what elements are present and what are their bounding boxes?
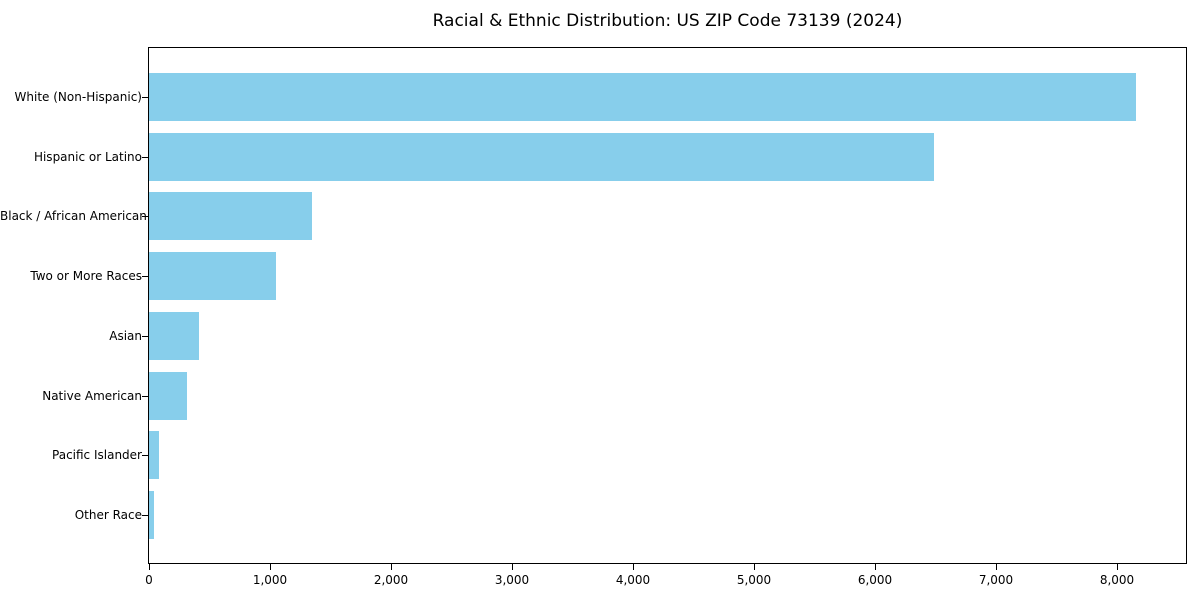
chart-title: Racial & Ethnic Distribution: US ZIP Cod… (432, 11, 903, 31)
bar-other-race (149, 490, 155, 539)
y-axis-tick (142, 455, 148, 457)
x-axis-tick (270, 564, 271, 570)
x-axis-label-7000: 7,000 (978, 573, 1014, 587)
x-axis-tick (391, 564, 392, 570)
x-axis-label-1000: 1,000 (252, 573, 288, 587)
bar-asian (149, 311, 200, 360)
x-axis-label-8000: 8,000 (1099, 573, 1135, 587)
x-axis-tick (512, 564, 513, 570)
y-axis-label-white-non-hispanic: White (Non-Hispanic) (14, 90, 142, 104)
x-axis-tick (875, 564, 877, 570)
y-axis-label-asian: Asian (109, 328, 142, 343)
x-axis-label-4000: 4,000 (615, 573, 651, 587)
x-axis-label-6000: 6,000 (857, 573, 893, 587)
y-axis-tick (142, 97, 148, 98)
x-axis-label-2000: 2,000 (373, 573, 409, 587)
y-axis-label-hispanic-or-latino: Hispanic or Latino (33, 149, 142, 164)
x-axis-label-0: 0 (145, 573, 153, 587)
y-axis-label-black-african-american: Black / African American (0, 209, 147, 224)
x-axis-tick (633, 564, 634, 570)
y-axis-label-two-or-more-races: Two or More Races (30, 269, 142, 284)
y-axis-tick (142, 156, 148, 158)
x-axis-label-3000: 3,000 (494, 573, 530, 587)
x-axis-tick (149, 564, 150, 570)
x-axis-tick (754, 564, 756, 570)
bar-native-american (149, 371, 188, 420)
y-axis-label-pacific-islander: Pacific Islander (52, 448, 142, 463)
plot-area (148, 47, 1187, 564)
y-axis-tick (142, 276, 148, 278)
bar-white-non-hispanic (149, 73, 1137, 121)
y-axis-tick (142, 514, 148, 516)
x-axis-tick (996, 564, 998, 570)
y-axis-tick (142, 395, 148, 397)
bar-pacific-islander (149, 431, 159, 480)
bar-black-african-american (149, 192, 313, 241)
x-axis-tick (1117, 564, 1119, 570)
y-axis-label-native-american: Native American (42, 388, 142, 403)
y-axis-label-other-race: Other Race (74, 507, 142, 522)
bar-two-or-more-races (149, 252, 277, 301)
y-axis-tick (142, 335, 148, 337)
x-axis-label-5000: 5,000 (736, 573, 772, 587)
bar-hispanic-or-latino (149, 132, 935, 181)
y-axis-tick (142, 216, 148, 218)
